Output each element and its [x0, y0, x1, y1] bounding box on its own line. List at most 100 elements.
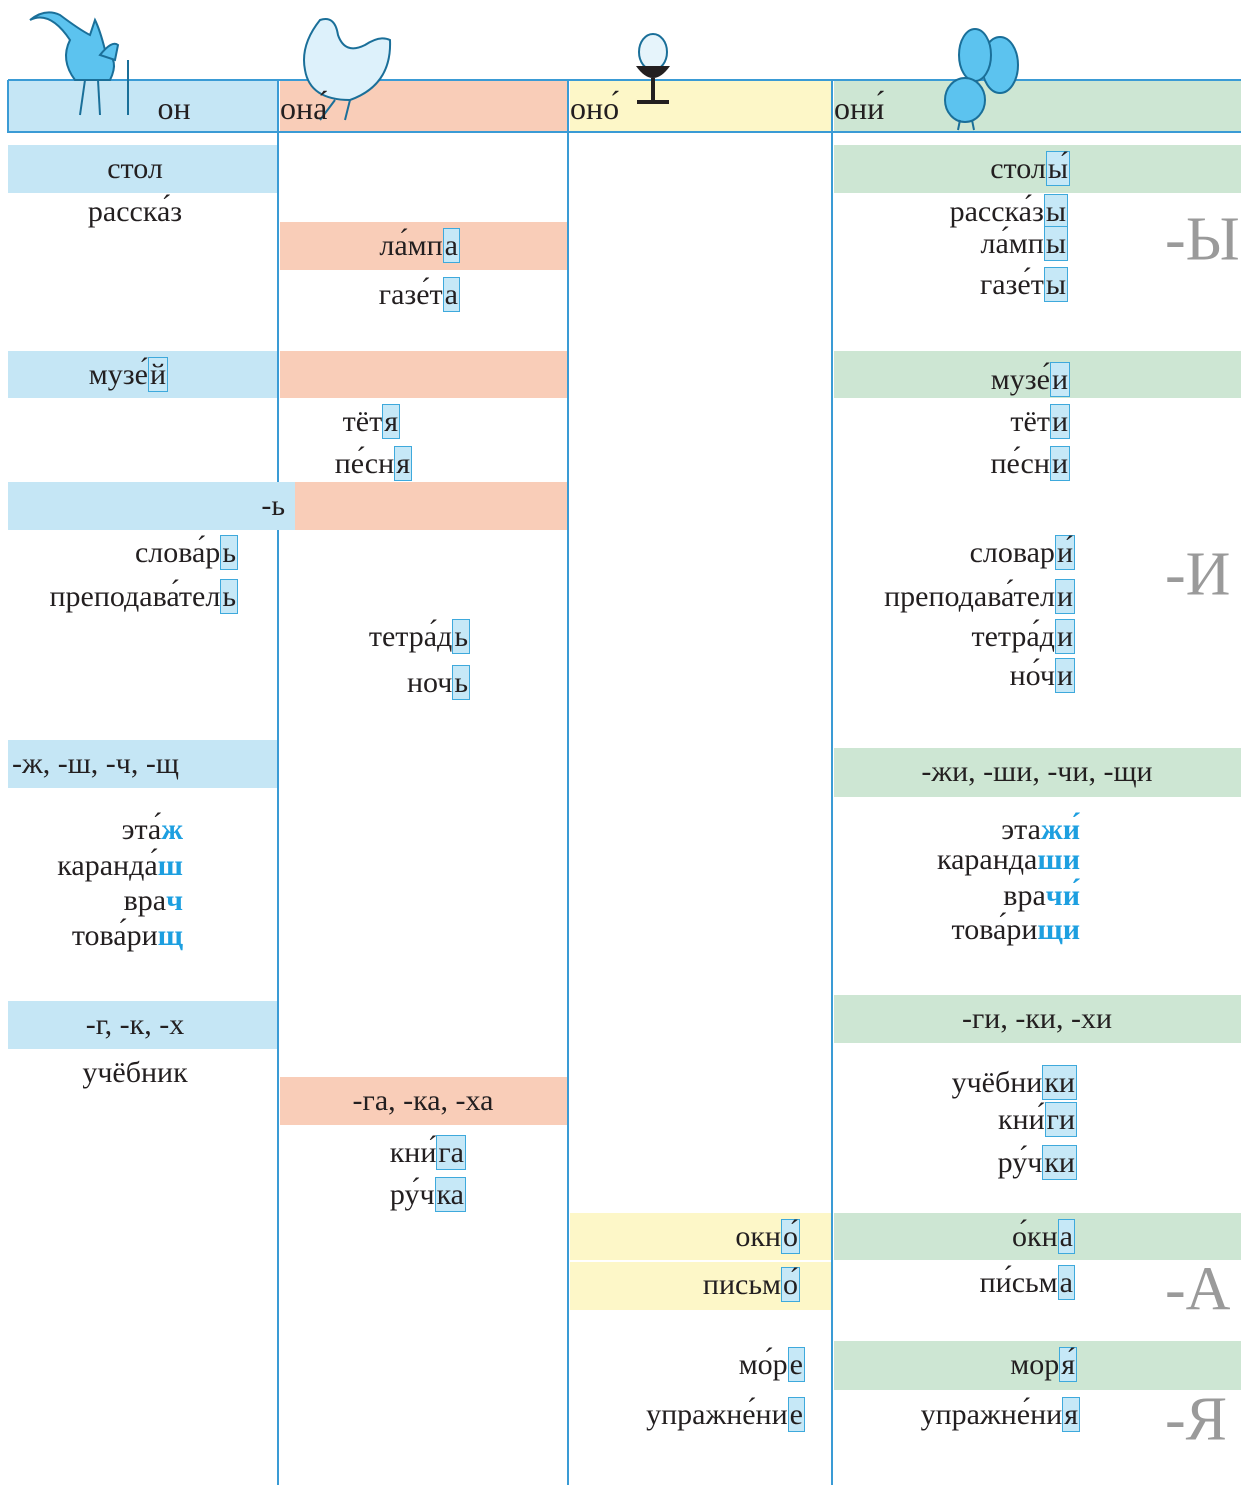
ending: а	[1057, 1219, 1075, 1254]
highlight	[834, 748, 1241, 797]
highlight	[280, 351, 567, 398]
label: -г, -к, -х	[85, 1008, 185, 1041]
word: слова́рь	[135, 535, 238, 571]
word: -ж, -ш, -ч, -щ	[12, 746, 179, 782]
column-header: они́	[834, 90, 885, 126]
stem: преподава́тел	[884, 580, 1055, 613]
highlight	[8, 1001, 277, 1049]
ending: ши	[1037, 843, 1080, 876]
stem: ноч	[406, 666, 453, 699]
word: пе́сни	[990, 446, 1070, 482]
word: учёбник	[82, 1055, 187, 1091]
word: музе́и	[991, 362, 1070, 398]
word: кни́га	[390, 1135, 466, 1171]
ending-label: -Ы	[1165, 205, 1240, 274]
ending: ь	[452, 665, 470, 700]
ending: ы́	[1045, 151, 1070, 186]
ending: и	[1054, 579, 1075, 614]
ending: е	[787, 1347, 805, 1382]
word: но́чи	[1010, 658, 1075, 694]
stem: ру́ч	[997, 1146, 1043, 1179]
word: -г, -к, -х	[86, 1007, 184, 1043]
word: стол	[107, 151, 163, 187]
word: мо́ре	[739, 1347, 805, 1383]
ending: а	[442, 277, 460, 312]
word: врачи́	[1003, 878, 1080, 914]
highlight	[834, 1213, 1241, 1260]
word: этажи́	[1001, 812, 1080, 848]
stem: пе́сн	[990, 447, 1050, 480]
stem: газе́т	[378, 278, 443, 311]
word: расска́з	[88, 194, 182, 230]
stem: письм	[702, 1268, 781, 1301]
word: преподава́тель	[49, 579, 238, 615]
ending: ш	[157, 849, 183, 882]
ending: о́	[781, 1219, 800, 1254]
word: музе́й	[89, 357, 168, 393]
chicks-icon	[944, 28, 1019, 131]
stem: ру́ч	[389, 1178, 435, 1211]
stem: учёбни	[951, 1066, 1043, 1099]
ending-label: -А	[1165, 1255, 1231, 1324]
word: о́кна	[1012, 1219, 1075, 1255]
ending-label: -Я	[1165, 1385, 1227, 1454]
stem: кни́	[389, 1136, 437, 1169]
ending: чи́	[1045, 879, 1080, 912]
ending: я́	[1059, 1347, 1077, 1382]
highlight	[834, 1341, 1241, 1390]
ending: ги	[1044, 1102, 1077, 1137]
word: газе́ты	[980, 267, 1068, 303]
highlight	[834, 145, 1241, 193]
header-band	[834, 80, 1241, 132]
stem: каранда	[936, 843, 1038, 876]
ending: щ	[157, 919, 183, 952]
stem: тетра́д	[368, 620, 453, 653]
word: пи́сьма	[980, 1265, 1075, 1301]
word: тётя	[343, 404, 400, 440]
rule	[8, 79, 1241, 81]
word: ла́мпы	[981, 226, 1068, 262]
ending: а	[1057, 1265, 1075, 1300]
stem: вра	[1003, 879, 1046, 912]
column-header: оно́	[570, 90, 620, 126]
stem: мо́р	[738, 1348, 788, 1381]
ending: я	[394, 446, 412, 481]
ending: ы	[1043, 267, 1068, 302]
word: ла́мпа	[379, 228, 460, 264]
label: расска́з	[87, 195, 183, 228]
ending: и	[1049, 446, 1070, 481]
egg-icon	[636, 33, 670, 104]
stem: преподава́тел	[49, 580, 221, 613]
stem: упражне́ни	[646, 1398, 788, 1431]
stem: упражне́ни	[920, 1398, 1063, 1431]
ending: я	[1062, 1397, 1080, 1432]
label: -ги, -ки, -хи	[961, 1002, 1113, 1035]
ending: ы	[1043, 194, 1068, 229]
word: ру́чки	[998, 1145, 1077, 1181]
ending: ь	[220, 579, 238, 614]
rule	[8, 131, 1241, 133]
highlight	[295, 482, 567, 530]
word: карандаши	[937, 842, 1080, 878]
stem: пи́сьм	[979, 1266, 1058, 1299]
rule	[831, 80, 833, 1485]
word: тёти	[1010, 404, 1070, 440]
stem: эта́	[121, 813, 162, 846]
ending: а	[442, 228, 460, 263]
word: пе́сня	[335, 446, 412, 482]
word: ночь	[407, 665, 470, 701]
highlight	[8, 351, 277, 398]
word: упражне́ния	[921, 1397, 1080, 1433]
word: газе́та	[379, 277, 460, 313]
highlight	[8, 482, 295, 530]
stem: музе́	[990, 363, 1050, 396]
word: -ги, -ки, -хи	[962, 1001, 1112, 1037]
stem: слова́р	[134, 536, 221, 569]
column-header: она́	[280, 90, 328, 126]
word: столы́	[990, 151, 1070, 187]
ending: щи	[1037, 913, 1080, 946]
stem: музе́	[88, 358, 148, 391]
word: -ь	[261, 488, 285, 524]
ending: и	[1054, 619, 1075, 654]
highlight	[8, 740, 277, 788]
